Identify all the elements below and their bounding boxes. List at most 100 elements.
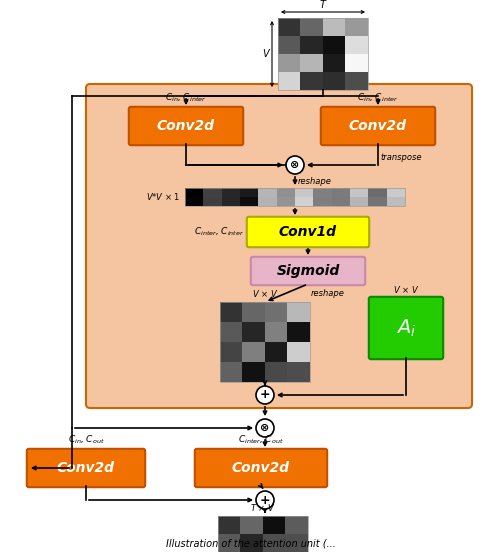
Bar bbox=[345, 72, 367, 90]
Text: $A_i$: $A_i$ bbox=[395, 317, 415, 338]
Text: ⊗: ⊗ bbox=[260, 423, 269, 433]
Bar bbox=[287, 362, 310, 382]
Bar bbox=[265, 302, 287, 322]
Bar bbox=[265, 362, 287, 382]
FancyBboxPatch shape bbox=[129, 107, 242, 145]
Bar bbox=[295, 188, 313, 197]
Bar bbox=[219, 302, 310, 382]
Bar bbox=[345, 18, 367, 36]
Bar bbox=[345, 54, 367, 72]
Bar bbox=[239, 197, 258, 206]
Bar bbox=[322, 72, 345, 90]
Bar bbox=[276, 188, 295, 197]
Text: reshape: reshape bbox=[311, 289, 344, 298]
Text: Conv2d: Conv2d bbox=[348, 119, 406, 133]
Bar bbox=[242, 342, 265, 362]
Text: $V$ $\times$ $V$: $V$ $\times$ $V$ bbox=[252, 288, 278, 299]
Bar bbox=[258, 197, 276, 206]
Bar bbox=[258, 188, 276, 197]
Bar bbox=[300, 36, 322, 54]
Circle shape bbox=[256, 386, 274, 404]
Text: +: + bbox=[259, 389, 270, 401]
Bar bbox=[295, 197, 313, 206]
Text: $V$*$V$ $\times$ $1$: $V$*$V$ $\times$ $1$ bbox=[146, 192, 181, 203]
Bar bbox=[322, 54, 345, 72]
Bar bbox=[285, 516, 308, 534]
Bar bbox=[217, 516, 308, 552]
Circle shape bbox=[256, 419, 274, 437]
Bar bbox=[217, 534, 240, 552]
Text: reshape: reshape bbox=[298, 177, 331, 186]
Bar bbox=[300, 54, 322, 72]
Bar bbox=[185, 188, 404, 206]
Text: $C_{inter}$, $C_{out}$: $C_{inter}$, $C_{out}$ bbox=[237, 433, 284, 446]
Text: V: V bbox=[262, 49, 269, 59]
Circle shape bbox=[286, 156, 304, 174]
Text: T: T bbox=[319, 0, 325, 10]
Bar bbox=[221, 197, 239, 206]
Bar bbox=[219, 302, 242, 322]
Bar bbox=[278, 18, 367, 90]
Bar bbox=[185, 197, 203, 206]
Bar bbox=[349, 197, 368, 206]
Text: transpose: transpose bbox=[379, 153, 421, 162]
Bar bbox=[219, 322, 242, 342]
Text: Sigmoid: Sigmoid bbox=[276, 264, 339, 278]
Text: $C_{in}$, $C_{inter}$: $C_{in}$, $C_{inter}$ bbox=[165, 92, 206, 104]
FancyBboxPatch shape bbox=[368, 297, 442, 359]
Bar bbox=[242, 302, 265, 322]
Bar bbox=[313, 197, 331, 206]
Text: Conv2d: Conv2d bbox=[157, 119, 214, 133]
Bar bbox=[219, 342, 242, 362]
Bar bbox=[386, 197, 404, 206]
Bar bbox=[263, 516, 285, 534]
Bar bbox=[278, 18, 300, 36]
Bar bbox=[276, 197, 295, 206]
Text: $V$ $\times$ $V$: $V$ $\times$ $V$ bbox=[392, 284, 418, 295]
Bar bbox=[242, 322, 265, 342]
Bar bbox=[331, 188, 349, 197]
Bar bbox=[386, 188, 404, 197]
Bar bbox=[287, 302, 310, 322]
Text: Conv2d: Conv2d bbox=[57, 461, 115, 475]
Bar bbox=[203, 188, 221, 197]
Text: Conv1d: Conv1d bbox=[279, 225, 336, 239]
Bar bbox=[287, 322, 310, 342]
Bar bbox=[368, 197, 386, 206]
Text: Conv2d: Conv2d bbox=[231, 461, 290, 475]
Bar bbox=[221, 188, 239, 197]
Bar bbox=[278, 54, 300, 72]
Bar bbox=[263, 534, 285, 552]
Bar bbox=[285, 534, 308, 552]
Text: $C_{in}$, $C_{inter}$: $C_{in}$, $C_{inter}$ bbox=[357, 92, 398, 104]
Bar bbox=[219, 362, 242, 382]
Bar bbox=[345, 36, 367, 54]
Circle shape bbox=[256, 491, 274, 509]
Bar bbox=[265, 342, 287, 362]
Bar bbox=[349, 188, 368, 197]
FancyBboxPatch shape bbox=[194, 449, 327, 487]
Bar bbox=[368, 188, 386, 197]
Text: +: + bbox=[259, 493, 270, 507]
FancyBboxPatch shape bbox=[27, 449, 145, 487]
Bar bbox=[265, 322, 287, 342]
Text: Illustration of the attention unit (...: Illustration of the attention unit (... bbox=[166, 538, 335, 548]
Bar bbox=[300, 72, 322, 90]
Text: $T$ $\times$ $V$: $T$ $\times$ $V$ bbox=[249, 502, 275, 513]
Bar bbox=[313, 188, 331, 197]
Text: ⊗: ⊗ bbox=[290, 160, 299, 170]
Bar bbox=[240, 534, 263, 552]
FancyBboxPatch shape bbox=[246, 217, 368, 247]
Bar bbox=[185, 188, 203, 197]
Bar bbox=[278, 36, 300, 54]
Bar bbox=[242, 362, 265, 382]
Bar bbox=[322, 36, 345, 54]
Bar bbox=[287, 342, 310, 362]
Bar bbox=[331, 197, 349, 206]
Bar bbox=[240, 516, 263, 534]
Bar bbox=[322, 18, 345, 36]
Bar bbox=[300, 18, 322, 36]
Text: $C_{in}$, $C_{out}$: $C_{in}$, $C_{out}$ bbox=[68, 433, 104, 446]
Bar bbox=[217, 516, 240, 534]
Bar bbox=[239, 188, 258, 197]
